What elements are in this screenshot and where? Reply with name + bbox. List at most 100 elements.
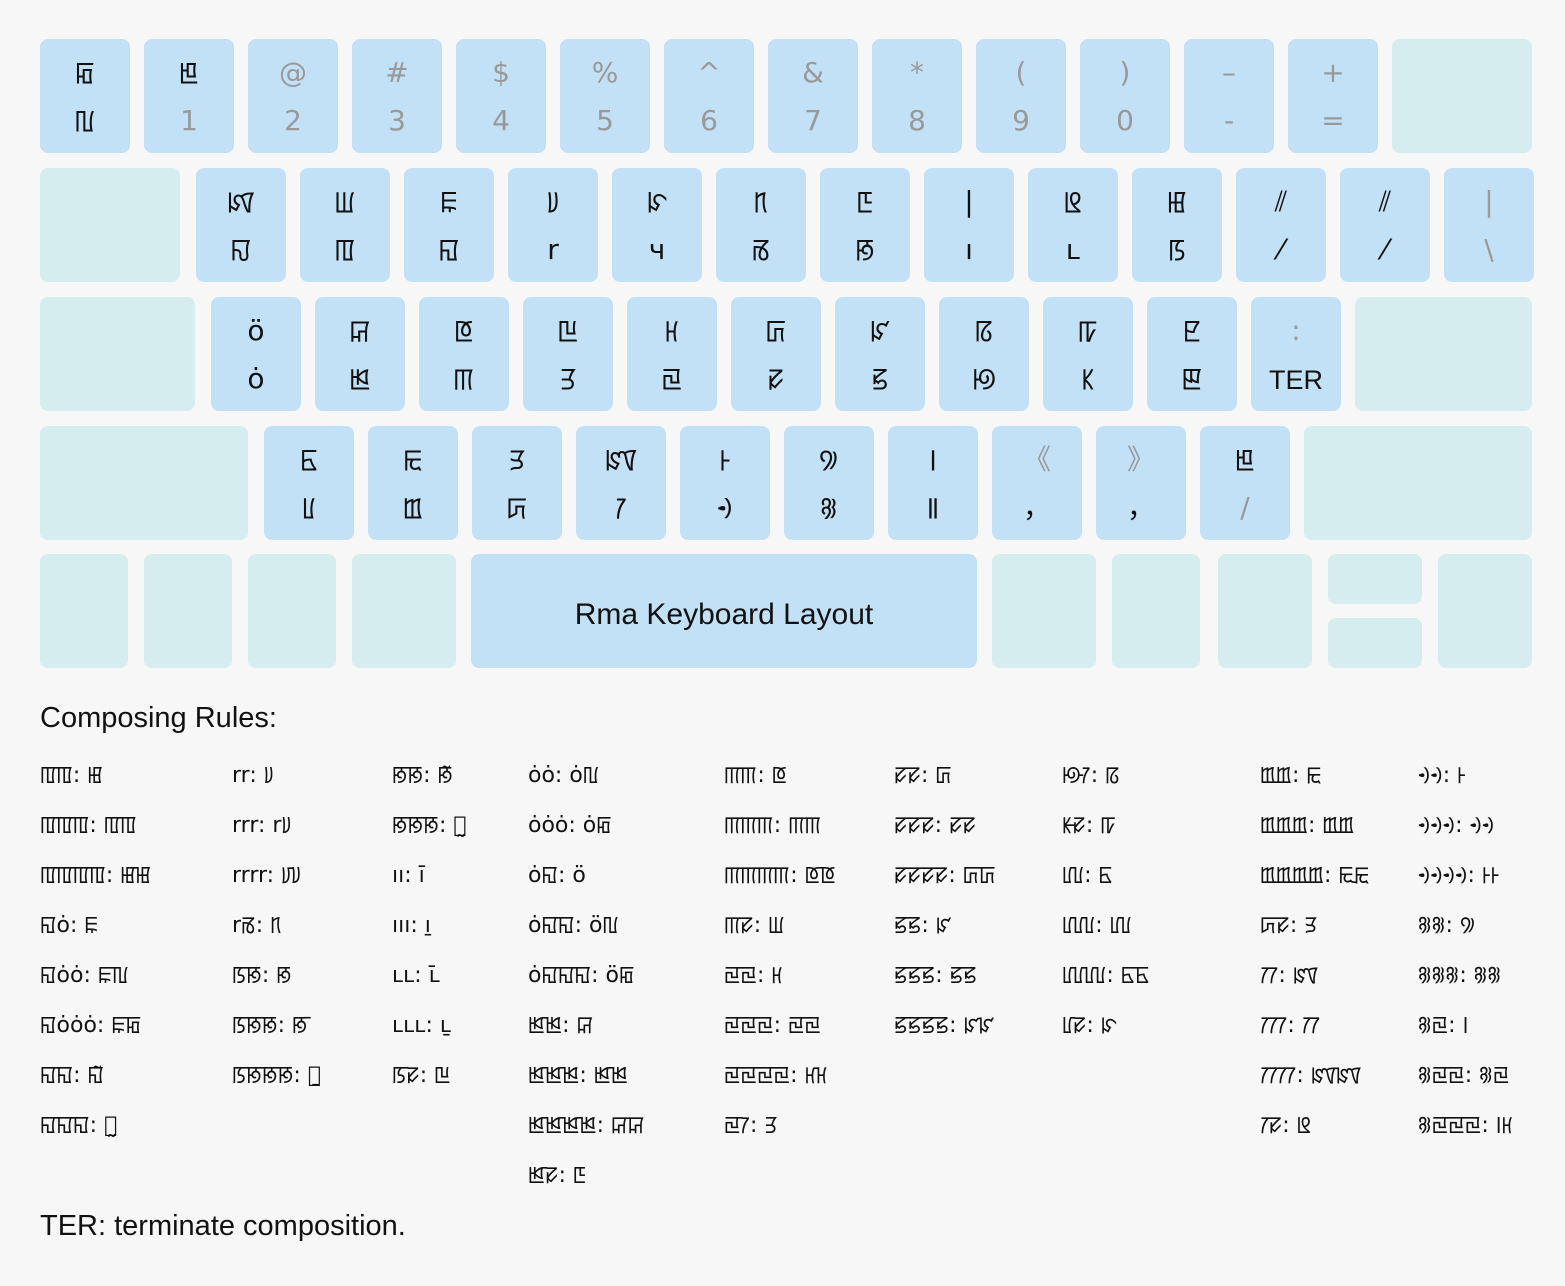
key-r0-2[interactable]: @2	[248, 39, 338, 153]
modifier-key[interactable]	[992, 554, 1096, 668]
key-r1-11[interactable]: ⫽ ⁄	[1340, 168, 1430, 282]
modifier-key[interactable]	[144, 554, 232, 668]
key-r2-10[interactable]: : TER	[1251, 297, 1341, 411]
modifier-key[interactable]	[248, 554, 336, 668]
key-base-label: ⁄	[1278, 233, 1284, 266]
key-r0-4[interactable]: $4	[456, 39, 546, 153]
modifier-key[interactable]	[352, 554, 456, 668]
rule-item: ꡝꡝꡝꡝ: ꡜꡜ	[894, 1013, 995, 1038]
rules-column: ꡐꡐ: ꡐ̃ ꡐꡐꡐ: ꡐ̰ ıı: ı̄ ııı: ı̱ ʟʟ: ʟ̄ ʟʟʟ: ʟ̱ ꡑ…	[392, 758, 467, 1108]
modifier-key[interactable]	[1392, 39, 1532, 153]
modifier-key[interactable]	[1328, 618, 1422, 668]
key-shift-label: ꡁ	[179, 56, 199, 89]
modifier-key[interactable]	[1438, 554, 1532, 668]
key-shift-label: @	[279, 56, 307, 89]
rule-item: ꡛꡛꡛꡛ: ꡚꡚ	[894, 863, 996, 888]
rule-item: ꡡꡛ: ꡠ	[1062, 813, 1117, 838]
modifier-key[interactable]	[40, 168, 180, 282]
key-r3-6[interactable]: ꡶ ꡷	[888, 426, 978, 540]
key-r1-7[interactable]: | ı	[924, 168, 1014, 282]
modifier-key[interactable]	[40, 426, 248, 540]
modifier-key[interactable]	[40, 554, 128, 668]
key-base-label: ꡓ	[349, 362, 371, 395]
key-shift-label: ꡩ	[403, 443, 423, 476]
key-r3-7[interactable]: 《，	[992, 426, 1082, 540]
rule-item: ꡐꡐ: ꡐ̃	[392, 763, 453, 788]
modifier-key[interactable]	[1304, 426, 1532, 540]
space-key[interactable]: Rma Keyboard Layout	[471, 554, 977, 668]
key-shift-label: ꡤ	[227, 185, 255, 218]
rule-item: ꡓꡓ: ꡒ	[528, 1013, 594, 1038]
key-shift-label: ꡯ	[646, 185, 668, 218]
key-shift-label: ꡞ	[974, 314, 994, 347]
key-r0-8[interactable]: * 8	[872, 39, 962, 153]
modifier-key[interactable]	[1112, 554, 1200, 668]
key-base-label: ꡄ	[334, 233, 356, 266]
key-shift-label: ö	[247, 314, 265, 347]
rule-item: ꡎȯ: ꡀ	[40, 913, 99, 938]
rule-item: ꡎꡎꡎ: ꡎ̰	[40, 1113, 118, 1138]
key-shift-label: |	[964, 185, 974, 218]
rule-item: ꡎꡎ: ꡎ̃	[40, 1063, 105, 1088]
modifier-key[interactable]	[1355, 297, 1532, 411]
key-shift-label: ꡬ	[1063, 185, 1083, 218]
key-r1-10[interactable]: ⫽ ⁄	[1236, 168, 1326, 282]
key-base-label: ꡵	[820, 491, 838, 524]
key-r0-11[interactable]: – -	[1184, 39, 1274, 153]
key-r0-7[interactable]: & 7	[768, 39, 858, 153]
key-r0-5[interactable]: % 5	[560, 39, 650, 153]
modifier-key[interactable]	[40, 297, 195, 411]
key-shift-label: ^	[697, 56, 721, 89]
key-base-label: r	[547, 233, 559, 266]
key-base-label: 5	[596, 104, 614, 137]
rule-item: ꡕꡕꡕꡕ: ꡔꡔ	[724, 863, 836, 888]
key-shift-label: ꡇ	[856, 185, 874, 218]
key-r0-10[interactable]: ) 0	[1080, 39, 1170, 153]
layout-title: Rma Keyboard Layout	[574, 598, 874, 631]
key-r0-12[interactable]: + =	[1288, 39, 1378, 153]
modifier-key[interactable]	[1328, 554, 1422, 604]
key-r0-9[interactable]: (9	[976, 39, 1066, 153]
key-shift-label: ꡨ	[546, 185, 560, 218]
modifier-key[interactable]	[1218, 554, 1312, 668]
key-r1-12[interactable]: | \	[1444, 168, 1534, 282]
key-shift-label: ꡲ	[719, 443, 731, 476]
key-base-label: ꡮ	[506, 491, 528, 524]
key-base-label: ꡃ	[74, 104, 96, 137]
key-base-label: ꡦ	[301, 491, 317, 524]
key-base-label: ꡣ	[1181, 362, 1203, 395]
key-r0-6[interactable]: ^ 6	[664, 39, 754, 153]
key-r3-8[interactable]: 》，	[1096, 426, 1186, 540]
key-r3-9[interactable]: ꡁ /	[1200, 426, 1290, 540]
key-shift-label: ꡢ	[1183, 314, 1201, 347]
key-r0-3[interactable]: #3	[352, 39, 442, 153]
key-r3-5[interactable]: ꡴ ꡵	[784, 426, 874, 540]
key-base-label: 1	[180, 104, 198, 137]
